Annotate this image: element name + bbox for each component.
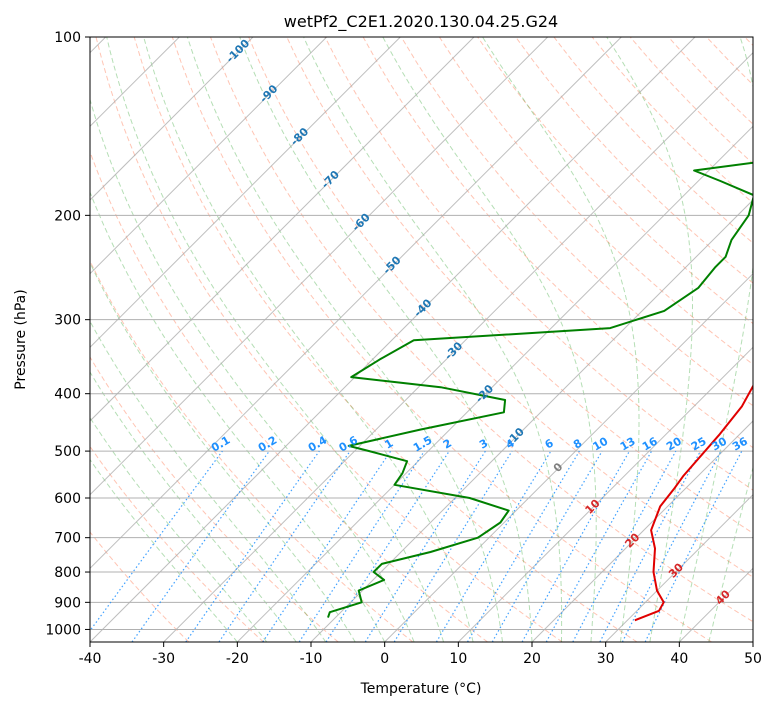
- x-tick-label: 20: [523, 651, 541, 667]
- isotherm-line: [90, 37, 328, 275]
- moist-adiabat-line: [303, 37, 563, 642]
- x-tick-label: 50: [744, 651, 762, 667]
- moist-adiabat-line: [90, 416, 268, 642]
- isotherm-line: [90, 37, 622, 570]
- mixing-ratio-line: [393, 450, 513, 642]
- dewpoint-line: [327, 161, 753, 618]
- mixing-ratio-line: [262, 450, 392, 642]
- y-tick-label: 1000: [45, 622, 81, 638]
- moist-adiabat-line: [678, 37, 753, 642]
- moist-adiabat-line: [186, 37, 503, 642]
- x-axis: -40 -30 -20 -10 0 10 20 30 40 50: [79, 642, 762, 667]
- x-tick-label: 10: [449, 651, 467, 667]
- temperature-line: [634, 384, 753, 622]
- mixing-ratio-line: [521, 450, 631, 642]
- profile-lines: [327, 161, 753, 622]
- y-tick-label: 600: [54, 491, 81, 507]
- dry-adiabat-line: [324, 37, 753, 491]
- mixing-ratio-line: [131, 450, 270, 642]
- dry-adiabat-line: [438, 37, 753, 366]
- isotherm-line: [236, 125, 753, 642]
- mixing-ratio-line: [545, 450, 653, 642]
- isotherm-line: [457, 346, 753, 642]
- x-tick-label: -20: [226, 651, 249, 667]
- dry-adiabat-line: [515, 37, 753, 284]
- isotherm-line: [90, 37, 696, 642]
- x-axis-title: Temperature (°C): [360, 681, 482, 697]
- y-tick-label: 300: [54, 313, 81, 329]
- isotherm-line: [605, 493, 753, 642]
- isotherm-line: [384, 272, 753, 642]
- y-axis: 100 200 300 400 500 600 700 800 900 1000: [45, 30, 90, 638]
- isotherm-line: [163, 51, 753, 642]
- isotherm-line: [531, 420, 753, 642]
- moist-adiabat-line: [90, 458, 238, 642]
- moist-adiabat-line: [606, 37, 693, 642]
- moist-adiabat-line: [239, 37, 533, 642]
- plot-frame: [89, 36, 754, 643]
- mixing-ratio-line: [218, 450, 351, 642]
- mixing-ratio-line: [325, 450, 450, 642]
- dry-adiabat-line: [90, 445, 264, 642]
- moist-adiabat-line: [708, 465, 753, 642]
- moist-adiabat-line: [90, 261, 356, 642]
- y-axis-title: Pressure (hPa): [13, 289, 29, 389]
- dry-adiabat-line: [400, 37, 753, 407]
- isotherm-line: [90, 37, 549, 496]
- moist-adiabat-line: [106, 37, 445, 642]
- dry-adiabat-line: [90, 531, 190, 642]
- y-tick-label: 500: [54, 444, 81, 460]
- x-tick-label: 40: [670, 651, 688, 667]
- dry-adiabat-line: [133, 37, 638, 642]
- x-tick-label: -40: [79, 651, 102, 667]
- chart-title: wetPf2_C2E1.2020.130.04.25.G24: [284, 12, 558, 32]
- y-tick-label: 900: [54, 595, 81, 611]
- dry-adiabat-line: [90, 356, 339, 642]
- mixing-ratio-line: [90, 450, 223, 632]
- dry-adiabat-line: [248, 37, 753, 578]
- y-tick-label: 800: [54, 565, 81, 581]
- mixing-ratio-line: [572, 450, 677, 642]
- moist-adiabat-line: [482, 37, 640, 642]
- x-tick-label: -10: [300, 651, 323, 667]
- y-tick-label: 100: [54, 30, 81, 46]
- isotherm-line: [310, 199, 753, 642]
- x-tick-label: 0: [380, 651, 389, 667]
- isotherm-line: [90, 37, 475, 422]
- dry-adiabat-line: [171, 37, 712, 642]
- dry-adiabat-line: [90, 150, 488, 642]
- dry-adiabat-line: [95, 37, 563, 642]
- isotherm-line: [90, 37, 401, 349]
- y-tick-label: 200: [54, 208, 81, 224]
- x-tick-label: -30: [152, 651, 175, 667]
- dry-adiabat-line: [210, 37, 753, 623]
- mixing-ratio-line: [298, 450, 425, 642]
- isotherm-line: [90, 37, 254, 201]
- y-tick-label: 700: [54, 531, 81, 547]
- moist-adiabat-line: [382, 37, 597, 642]
- moist-adiabat-line: [90, 320, 327, 642]
- mixing-ratio-line: [185, 450, 320, 642]
- mixing-ratio-line: [644, 450, 743, 642]
- x-tick-label: 30: [597, 651, 615, 667]
- y-tick-label: 400: [54, 387, 81, 403]
